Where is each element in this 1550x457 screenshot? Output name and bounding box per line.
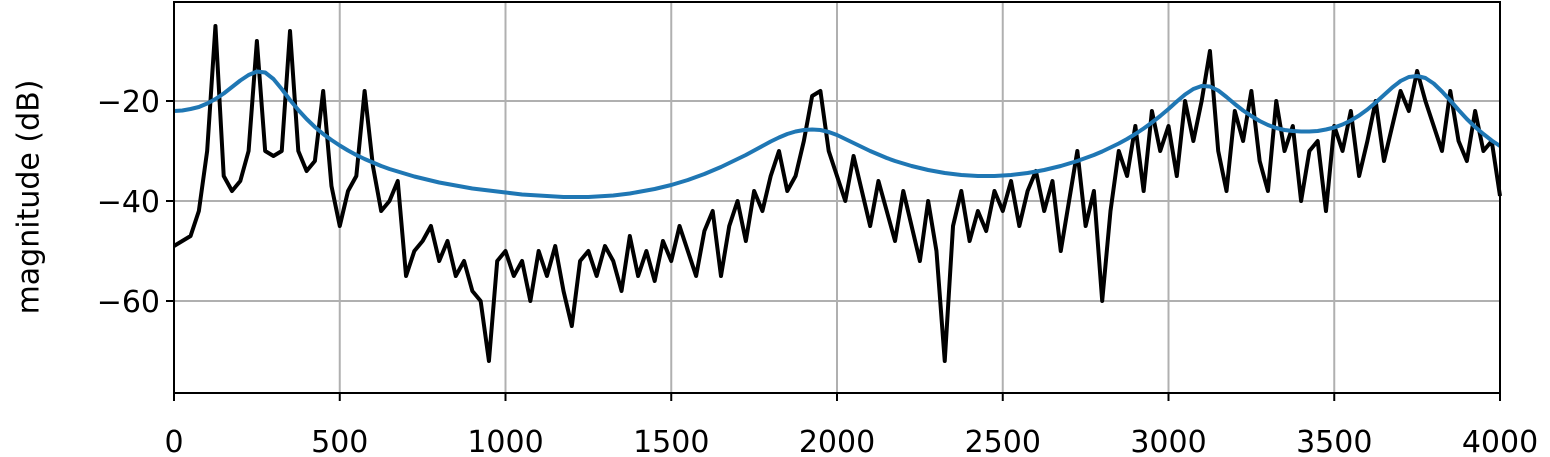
x-tick-label: 2500 — [965, 425, 1041, 457]
x-tick-label: 4000 — [1462, 425, 1538, 457]
x-tick-label: 1500 — [633, 425, 709, 457]
y-tick-label: −40 — [97, 185, 160, 220]
x-tick-label: 0 — [164, 425, 183, 457]
line — [172, 24, 1502, 363]
line — [173, 69, 1502, 199]
x-tick-label: 2000 — [799, 425, 875, 457]
plot-frame — [173, 1, 1501, 394]
x-tick-label: 3500 — [1296, 425, 1372, 457]
y-tick-label: −20 — [97, 85, 160, 120]
y-tick-label: −60 — [97, 285, 160, 320]
x-tick-label: 3000 — [1130, 425, 1206, 457]
x-tick-label: 500 — [311, 425, 368, 457]
x-tick-label: 1000 — [467, 425, 543, 457]
y-axis-label: magnitude (dB) — [12, 80, 47, 315]
